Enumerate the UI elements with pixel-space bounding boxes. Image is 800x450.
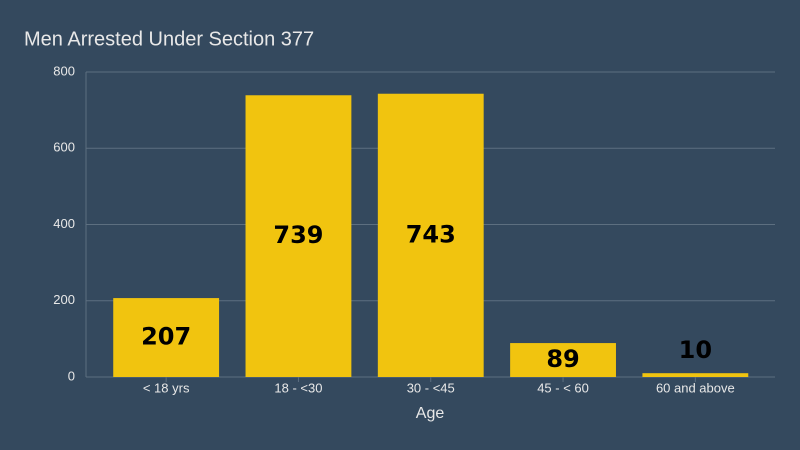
x-axis-label: Age bbox=[416, 405, 445, 422]
bar bbox=[510, 343, 616, 377]
bar bbox=[113, 298, 220, 377]
x-tick-label: 60 and above bbox=[656, 380, 735, 395]
value-label: 207 bbox=[141, 323, 191, 351]
x-tick-label: 45 - < 60 bbox=[537, 380, 589, 395]
bar bbox=[245, 95, 352, 377]
x-tick-label: < 18 yrs bbox=[143, 380, 190, 395]
y-tick-label: 400 bbox=[53, 216, 75, 231]
y-tick-label: 800 bbox=[53, 63, 75, 78]
chart-title: Men Arrested Under Section 377 bbox=[24, 28, 314, 50]
value-label: 743 bbox=[406, 220, 456, 248]
bar bbox=[377, 93, 484, 377]
y-tick-label: 0 bbox=[68, 368, 75, 383]
value-label: 89 bbox=[546, 345, 579, 373]
x-tick-label: 30 - <45 bbox=[407, 380, 455, 395]
value-label: 739 bbox=[273, 221, 323, 249]
bar bbox=[642, 373, 749, 377]
y-tick-label: 600 bbox=[53, 140, 75, 155]
x-tick-label: 18 - <30 bbox=[274, 380, 322, 395]
y-tick-label: 200 bbox=[53, 292, 75, 307]
value-label: 10 bbox=[679, 336, 712, 364]
